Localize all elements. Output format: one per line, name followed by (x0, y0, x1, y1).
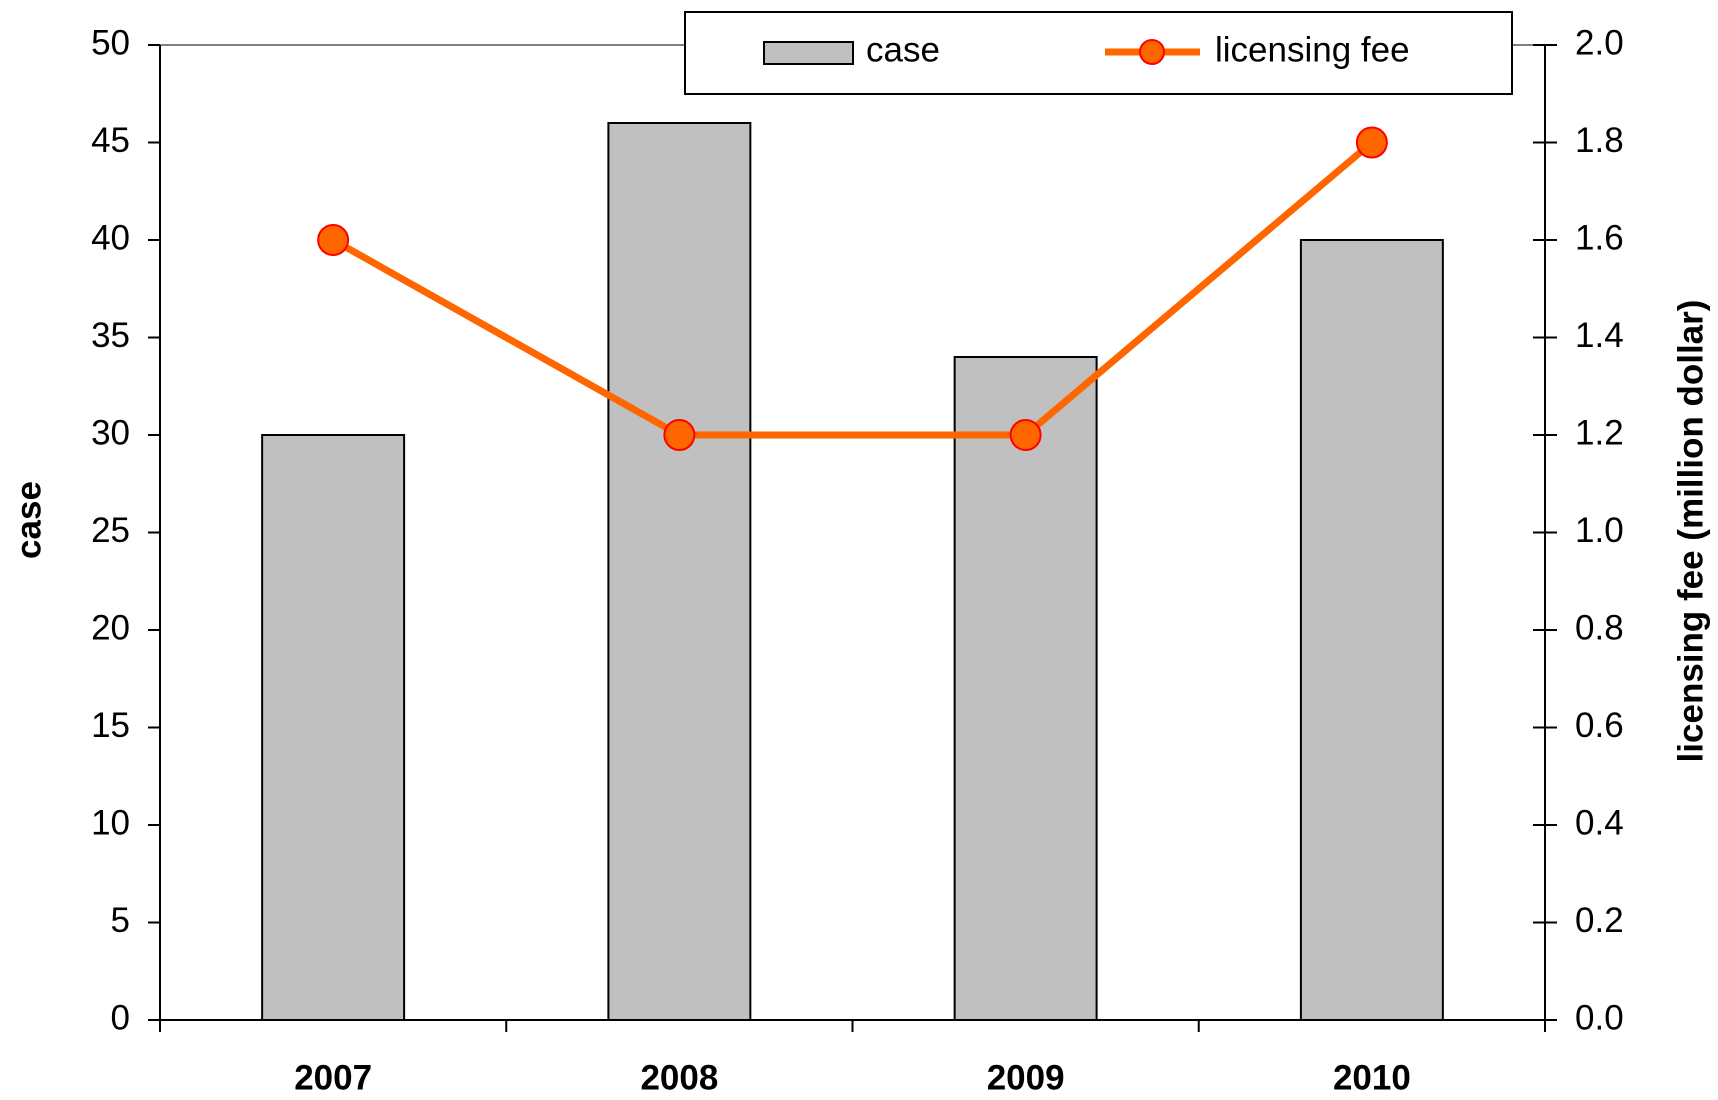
x-tick-label: 2007 (294, 1058, 372, 1097)
bar (1299, 239, 1444, 1021)
x-tick-label: 2010 (1333, 1058, 1411, 1097)
y2-axis-title: licensing fee (million dollar) (1671, 300, 1710, 763)
y-tick-label: 10 (91, 803, 130, 842)
y2-tick-label: 1.8 (1575, 121, 1624, 160)
y2-tick-label: 1.4 (1575, 316, 1624, 355)
y2-tick-label: 0.6 (1575, 706, 1624, 745)
y-tick-label: 45 (91, 121, 130, 160)
line (331, 139, 1375, 439)
x-tick-label: 2008 (640, 1058, 718, 1097)
y2-tick-label: 1.2 (1575, 413, 1624, 452)
y2-tick-label: 0.2 (1575, 901, 1624, 940)
line-marker (663, 419, 696, 451)
y-tick-label: 0 (111, 998, 130, 1037)
y-tick-label: 50 (91, 23, 130, 62)
y-tick-label: 35 (91, 316, 130, 355)
y-tick-label: 5 (111, 901, 130, 940)
legend-swatch (763, 41, 854, 65)
y-axis-title: case (9, 481, 48, 559)
y-tick-label: 20 (91, 608, 130, 647)
legend-marker (1139, 39, 1165, 65)
y-tick-label: 40 (91, 218, 130, 257)
y-tick-label: 15 (91, 706, 130, 745)
y2-tick-label: 1.6 (1575, 218, 1624, 257)
bar (953, 356, 1098, 1021)
line-marker (317, 224, 350, 256)
legend-label: case (866, 30, 940, 69)
legend-label: licensing fee (1215, 30, 1410, 69)
y2-tick-label: 0.4 (1575, 803, 1624, 842)
y2-tick-label: 2.0 (1575, 23, 1624, 62)
y2-tick-label: 1.0 (1575, 511, 1624, 550)
x-tick-label: 2009 (987, 1058, 1065, 1097)
line-marker (1355, 126, 1388, 159)
y-tick-label: 25 (91, 511, 130, 550)
bar (261, 434, 406, 1021)
y2-tick-label: 0.0 (1575, 998, 1624, 1037)
y2-tick-label: 0.8 (1575, 608, 1624, 647)
line-marker (1009, 419, 1042, 451)
y-tick-label: 30 (91, 413, 130, 452)
bar (607, 122, 752, 1021)
